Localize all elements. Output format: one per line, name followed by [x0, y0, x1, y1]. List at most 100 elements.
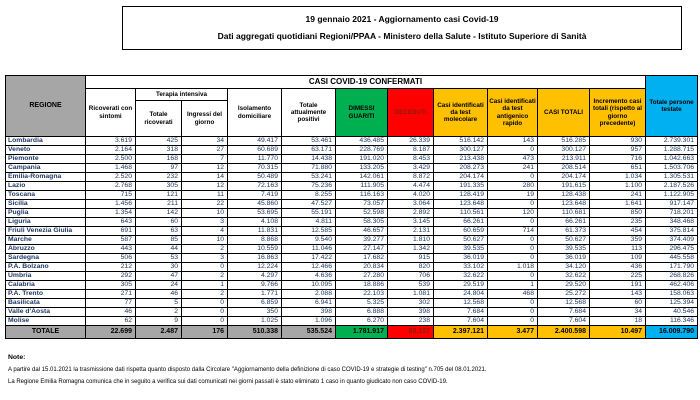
- data-cell: 34: [181, 136, 228, 146]
- data-cell: 12: [181, 163, 228, 173]
- data-cell: 18.886: [335, 280, 388, 290]
- data-cell: 0: [181, 298, 228, 308]
- data-cell: 204.174: [537, 172, 590, 182]
- table-row: Lombardia 3.619 425 34 49.417 53.461 436.485 26…: [5, 136, 699, 146]
- data-cell: 211: [135, 199, 182, 209]
- data-cell: 53.461: [281, 136, 336, 146]
- data-cell: 142.061: [335, 172, 388, 182]
- data-cell: 113: [588, 244, 647, 254]
- data-cell: 66.261: [537, 217, 590, 227]
- data-cell: 1.025: [227, 316, 282, 326]
- data-cell: 1.641: [588, 199, 647, 209]
- data-cell: 436: [588, 262, 647, 272]
- data-cell: 5.325: [335, 298, 388, 308]
- data-cell: 2: [135, 307, 182, 317]
- data-cell: 9.540: [281, 235, 336, 245]
- col-header-isolamento: Isolamento domiciliare: [227, 88, 282, 137]
- data-cell: 123.648: [537, 199, 590, 209]
- data-cell: 3.064: [387, 199, 434, 209]
- data-cell: 16.863: [227, 253, 282, 263]
- data-cell: 7.604: [433, 316, 488, 326]
- table-row: Puglia 1.354 142 10 53.695 55.191 52.598 2.892 1…: [5, 208, 699, 218]
- data-cell: 268.826: [645, 271, 699, 281]
- data-cell: 125.394: [645, 298, 699, 308]
- data-cell: 52.598: [335, 208, 388, 218]
- data-cell: 4.297: [227, 271, 282, 281]
- data-cell: 5: [135, 298, 182, 308]
- region-name: Liguria: [5, 217, 86, 227]
- data-cell: 305: [135, 181, 182, 191]
- data-cell: 0: [487, 316, 538, 326]
- data-cell: 40.546: [645, 307, 699, 317]
- table-row: Sicilia 1.456 211 22 45.860 47.527 73.057 3.064…: [5, 199, 699, 209]
- data-cell: 7.604: [537, 316, 590, 326]
- data-cell: 292: [85, 271, 136, 281]
- totals-row: TOTALE 22.699 2.487 176 510.338 535.524 1.781.…: [5, 325, 699, 339]
- data-cell: 171.790: [645, 262, 699, 272]
- data-cell: 47: [135, 271, 182, 281]
- data-cell: 142: [135, 208, 182, 218]
- note-line-2: La Regione Emilia Romagna comunica che i…: [8, 378, 448, 385]
- data-cell: 77: [85, 298, 136, 308]
- data-cell: 235: [588, 217, 647, 227]
- data-cell: 213.438: [433, 154, 488, 164]
- data-cell: 6.270: [335, 316, 388, 326]
- data-cell: 60.689: [227, 145, 282, 155]
- data-cell: 46: [135, 289, 182, 299]
- data-cell: 47.527: [281, 199, 336, 209]
- data-cell: 36.019: [537, 253, 590, 263]
- data-cell: 10: [181, 235, 228, 245]
- data-cell: 109: [588, 253, 647, 263]
- table-row: Basilicata 77 5 0 6.859 6.941 5.325 302 12.568 0 1…: [5, 298, 699, 308]
- col-header-regione: REGIONE: [5, 75, 86, 137]
- data-cell: 158.063: [645, 289, 699, 299]
- data-cell: 4.020: [387, 190, 434, 200]
- data-cell: 473: [487, 154, 538, 164]
- data-cell: 1.034: [588, 172, 647, 182]
- data-cell: 73.057: [335, 199, 388, 209]
- data-cell: 17.422: [281, 253, 336, 263]
- data-cell: 110.561: [433, 208, 488, 218]
- data-cell: 1.810: [387, 235, 434, 245]
- region-name: Campania: [5, 163, 86, 173]
- covid-data-table: REGIONE CASI COVID-19 CONFERMATI Totale …: [5, 75, 699, 339]
- data-cell: 53.241: [281, 172, 336, 182]
- totals-cell: 2.397.121: [433, 325, 488, 339]
- data-cell: 1: [487, 280, 538, 290]
- data-cell: 506: [85, 253, 136, 263]
- data-cell: 24.804: [433, 289, 488, 299]
- data-cell: 61.373: [537, 226, 590, 236]
- data-cell: 445.558: [645, 253, 699, 263]
- data-cell: 14.438: [281, 154, 336, 164]
- data-cell: 12.568: [537, 298, 590, 308]
- col-header-ricoverati: Ricoverati con sintomi: [85, 88, 136, 137]
- table-row: Calabria 305 24 1 9.766 10.095 18.886 539 29.519…: [5, 280, 699, 290]
- data-cell: 238: [387, 316, 434, 326]
- col-header-ingressi-giorno: Ingressi del giorno: [181, 100, 228, 137]
- data-cell: 55.191: [281, 208, 336, 218]
- data-cell: 1.342: [387, 244, 434, 254]
- data-cell: 25.272: [537, 289, 590, 299]
- region-name: Lombardia: [5, 136, 86, 146]
- col-header-terapia-intensiva: Terapia intensiva: [135, 88, 228, 101]
- data-cell: 116.163: [335, 190, 388, 200]
- data-cell: 9.766: [227, 280, 282, 290]
- data-cell: 241: [487, 163, 538, 173]
- data-cell: 232: [135, 172, 182, 182]
- data-cell: 0: [181, 307, 228, 317]
- data-cell: 398: [281, 307, 336, 317]
- data-cell: 44: [135, 244, 182, 254]
- report-title-box: 19 gennaio 2021 - Aggiornamento casi Cov…: [122, 6, 682, 50]
- data-cell: 2.768: [85, 181, 136, 191]
- data-cell: 7.419: [227, 190, 282, 200]
- data-cell: 225: [588, 271, 647, 281]
- data-cell: 27.147: [335, 244, 388, 254]
- data-cell: 1.305.531: [645, 172, 699, 182]
- data-cell: 0: [487, 235, 538, 245]
- data-cell: 2.500: [85, 154, 136, 164]
- region-name: Valle d'Aosta: [5, 307, 86, 317]
- data-cell: 8.255: [281, 190, 336, 200]
- data-cell: 8.187: [387, 145, 434, 155]
- data-cell: 1.468: [85, 163, 136, 173]
